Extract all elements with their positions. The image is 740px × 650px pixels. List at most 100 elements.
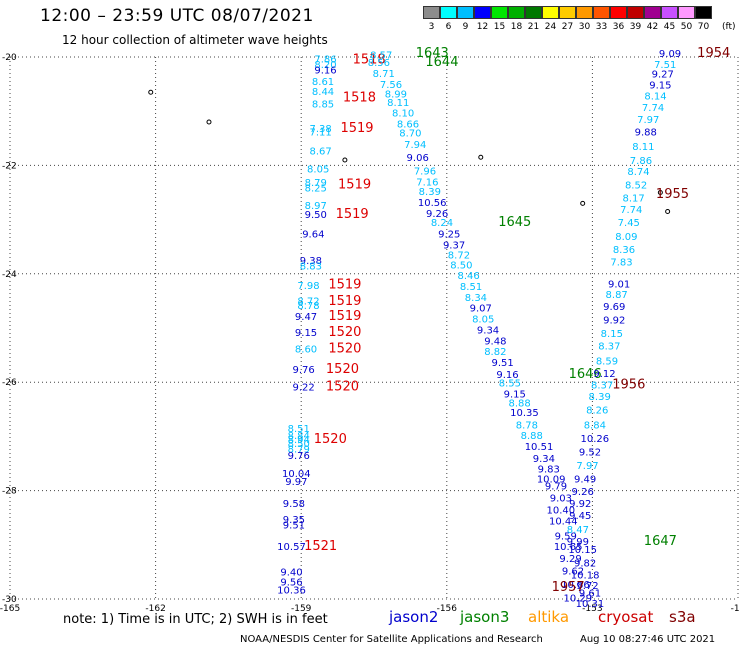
swh-value: 8.78 xyxy=(297,301,319,312)
swh-value: 9.35 xyxy=(283,515,305,526)
swh-value: 8.67 xyxy=(309,147,331,158)
swh-value: 9.29 xyxy=(559,554,581,565)
footer-note: note: 1) Time is in UTC; 2) SWH is in fe… xyxy=(63,612,328,627)
swh-value: 9.62 xyxy=(562,567,584,578)
swh-value: 10.44 xyxy=(549,517,578,528)
swh-value: 8.72 xyxy=(448,251,470,262)
swh-value: 10.51 xyxy=(525,442,554,453)
chart-title: 12:00 – 23:59 UTC 08/07/2021 xyxy=(40,6,314,26)
swh-value: 7.94 xyxy=(404,140,426,151)
mission-label-cryosat: cryosat xyxy=(598,608,654,626)
swh-value: 9.99 xyxy=(567,537,589,548)
mission-label-jason3: jason3 xyxy=(460,608,510,626)
island-outline xyxy=(665,208,671,214)
swh-value: 9.34 xyxy=(533,454,555,465)
swh-value: 8.51 xyxy=(460,282,482,293)
swh-value: 9.92 xyxy=(569,499,591,510)
swh-value: 8.51 xyxy=(288,424,310,435)
swh-value: 9.50 xyxy=(305,210,327,221)
swh-value: 9.58 xyxy=(283,499,305,510)
swh-value: 8.24 xyxy=(431,218,453,229)
swh-value: 9.97 xyxy=(285,477,307,488)
swh-value: 8.37 xyxy=(598,342,620,353)
swh-value: 8.66 xyxy=(397,119,419,130)
swh-value: 8.37 xyxy=(591,381,613,392)
pass-time-label: 1520 xyxy=(328,341,361,356)
pass-time-label: 1955 xyxy=(656,187,689,202)
colorbar-label: 21 xyxy=(527,22,540,32)
swh-value: 10.15 xyxy=(568,545,597,556)
x-tick-label: -15 xyxy=(731,604,740,614)
colorbar-swatch xyxy=(508,6,525,19)
swh-value: 8.59 xyxy=(596,356,618,367)
island-outline xyxy=(580,200,586,206)
swh-value: 10.26 xyxy=(581,434,610,445)
track-s3a: 9.097.519.279.158.147.747.979.888.117.86… xyxy=(552,46,731,610)
pass-time-label: 1646 xyxy=(569,367,602,382)
colorbar-swatch xyxy=(474,6,491,19)
swh-value: 9.72 xyxy=(576,581,598,592)
swh-value: 7.97 xyxy=(576,461,598,472)
swh-value: 10.65 xyxy=(554,542,583,553)
swh-value: 9.83 xyxy=(538,465,560,476)
swh-value: 9.52 xyxy=(579,447,601,458)
swh-value: 7.83 xyxy=(610,258,632,269)
swh-value: 9.03 xyxy=(550,493,572,504)
swh-value: 7.86 xyxy=(314,54,336,65)
swh-value: 9.25 xyxy=(438,229,460,240)
swh-value: 9.15 xyxy=(295,328,317,339)
swh-value: 8.71 xyxy=(373,69,395,80)
swh-value: 9.16 xyxy=(496,370,518,381)
swh-value: 7.74 xyxy=(642,103,664,114)
colorbar-swatch xyxy=(610,6,627,19)
swh-value: 8.57 xyxy=(370,51,392,62)
swh-value: 7.38 xyxy=(309,124,331,135)
swh-value: 8.26 xyxy=(586,406,608,417)
generated-timestamp: Aug 10 08:27:46 UTC 2021 xyxy=(580,634,716,645)
swh-value: 9.34 xyxy=(477,325,499,336)
colorbar-label: 70 xyxy=(697,22,710,32)
colorbar-label: 42 xyxy=(646,22,659,32)
colorbar-label: 50 xyxy=(680,22,693,32)
grid-lines xyxy=(9,56,739,600)
y-tick-label: -20 xyxy=(2,53,17,63)
mission-label-altika: altika xyxy=(528,608,570,626)
swh-value: 9.79 xyxy=(545,482,567,493)
swh-value: 8.88 xyxy=(521,431,543,442)
swh-value: 9.09 xyxy=(659,49,681,60)
swh-value: 9.47 xyxy=(295,312,317,323)
swh-value: 9.51 xyxy=(491,358,513,369)
swh-value: 9.59 xyxy=(555,531,577,542)
island-outline xyxy=(657,190,663,195)
x-tick-label: -153 xyxy=(582,604,602,614)
swh-value: 9.51 xyxy=(283,521,305,532)
y-tick-label: -26 xyxy=(2,378,17,388)
y-tick-label: -24 xyxy=(2,270,17,280)
swh-value: 8.15 xyxy=(601,329,623,340)
swh-value: 9.15 xyxy=(504,389,526,400)
pass-time-label: 1519 xyxy=(338,178,371,193)
swh-value: 8.97 xyxy=(305,201,327,212)
swh-value: 9.27 xyxy=(652,70,674,81)
pass-time-label: 1518 xyxy=(343,90,376,105)
colorbar-label: 18 xyxy=(510,22,523,32)
colorbar-swatch xyxy=(542,6,559,19)
pass-time-label: 1643 xyxy=(416,46,449,61)
colorbar-label: 15 xyxy=(493,22,506,32)
colorbar-swatch xyxy=(695,6,712,19)
swh-value: 7.16 xyxy=(416,177,438,188)
colorbar-label: 45 xyxy=(663,22,676,32)
colorbar-swatch xyxy=(440,6,457,19)
chart-subtitle: 12 hour collection of altimeter wave hei… xyxy=(62,33,328,47)
colorbar-label: 3 xyxy=(428,22,435,32)
swh-value: 8.84 xyxy=(584,420,606,431)
swh-value: 9.82 xyxy=(574,558,596,569)
colorbar-unit: (ft) xyxy=(722,22,736,32)
swh-value: 10.04 xyxy=(282,469,311,480)
swh-value: 9.48 xyxy=(484,336,506,347)
swh-value: 9.07 xyxy=(470,304,492,315)
swh-value: 8.34 xyxy=(465,293,487,304)
swh-value: 8.05 xyxy=(472,315,494,326)
swh-value: 8.60 xyxy=(295,344,317,355)
swh-value: 8.83 xyxy=(300,261,322,272)
